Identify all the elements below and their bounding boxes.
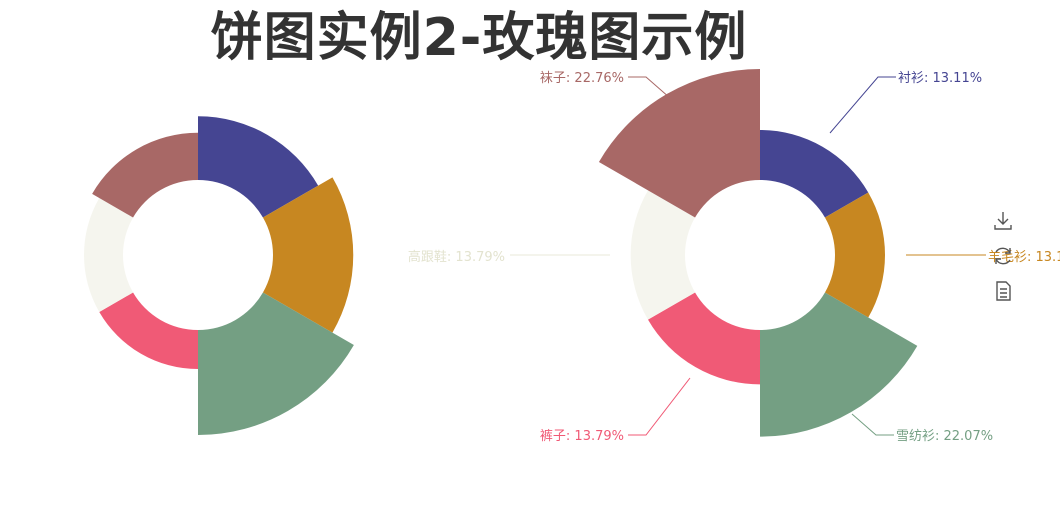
rose-sector-1-4[interactable] — [99, 292, 198, 370]
slice-label-1: 衬衫: 13.11% — [898, 71, 982, 86]
rose-sector-1-1[interactable] — [198, 116, 319, 218]
rose-sector-1-5[interactable] — [84, 198, 134, 312]
rose-sector-2-5[interactable] — [630, 190, 696, 320]
rose-sector-1-3[interactable] — [198, 292, 354, 436]
rose-sector-2-2[interactable] — [824, 192, 886, 318]
save-as-image-icon[interactable] — [990, 208, 1016, 234]
slice-label-3: 雪纺衫: 22.07% — [896, 429, 993, 444]
label-line-6 — [628, 76, 671, 99]
slice-label-5: 高跟鞋: 13.79% — [408, 249, 505, 265]
rose-sector-1-6[interactable] — [92, 132, 198, 218]
rose-chart-1 — [84, 116, 354, 435]
rose-sector-2-3[interactable] — [760, 292, 918, 437]
chart-title: 饼图实例2-玫瑰图示例 — [210, 8, 748, 68]
rose-sector-2-4[interactable] — [647, 292, 760, 385]
label-line-1 — [829, 76, 896, 134]
toolbox — [990, 208, 1016, 313]
rose-sector-1-2[interactable] — [262, 177, 354, 333]
label-line-4 — [628, 377, 691, 436]
label-line-3 — [851, 413, 894, 436]
slice-label-4: 裤子: 13.79% — [540, 429, 624, 444]
data-view-icon[interactable] — [990, 278, 1016, 304]
rose-sector-2-1[interactable] — [760, 130, 869, 218]
restore-icon[interactable] — [990, 243, 1016, 269]
rose-sector-2-6[interactable] — [598, 69, 760, 218]
rose-chart-2: 衬衫: 13.11%羊毛衫: 13.11%雪纺衫: 22.07%裤子: 13.7… — [408, 69, 1060, 444]
slice-label-6: 袜子: 22.76% — [540, 71, 624, 86]
